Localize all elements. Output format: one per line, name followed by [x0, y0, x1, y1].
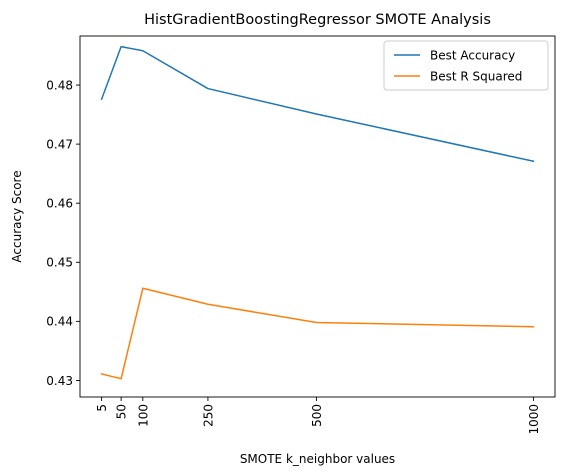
- x-tick-label: 1000: [527, 404, 541, 435]
- x-tick-label: 50: [115, 404, 129, 419]
- legend: Best Accuracy Best R Squared: [383, 40, 549, 91]
- y-axis: 0.43 0.44 0.45 0.46 0.47 0.48: [46, 78, 80, 388]
- x-tick-label: 5: [95, 404, 109, 412]
- x-axis-label: SMOTE k_neighbor values: [240, 452, 395, 466]
- y-tick-label: 0.46: [46, 197, 73, 211]
- x-tick-label: 500: [310, 404, 324, 427]
- y-tick-label: 0.44: [46, 315, 73, 329]
- plot-area: [79, 35, 556, 398]
- legend-label: Best Accuracy: [430, 48, 515, 62]
- series-line-1: [100, 287, 535, 380]
- chart-title: HistGradientBoostingRegressor SMOTE Anal…: [144, 12, 491, 28]
- y-tick-label: 0.48: [46, 78, 73, 92]
- x-axis: 5 50 100 250 500 1000: [95, 397, 541, 435]
- series-layer: [100, 45, 535, 380]
- legend-box: [383, 40, 549, 91]
- y-axis-label: Accuracy Score: [10, 170, 24, 262]
- series-line-0: [100, 45, 535, 163]
- x-tick-label: 250: [201, 404, 215, 427]
- y-tick-label: 0.47: [46, 137, 73, 151]
- legend-label: Best R Squared: [430, 69, 522, 83]
- y-tick-label: 0.45: [46, 256, 73, 270]
- plot-frame: [79, 35, 556, 398]
- x-tick-label: 100: [136, 404, 150, 427]
- y-tick-label: 0.43: [46, 374, 73, 388]
